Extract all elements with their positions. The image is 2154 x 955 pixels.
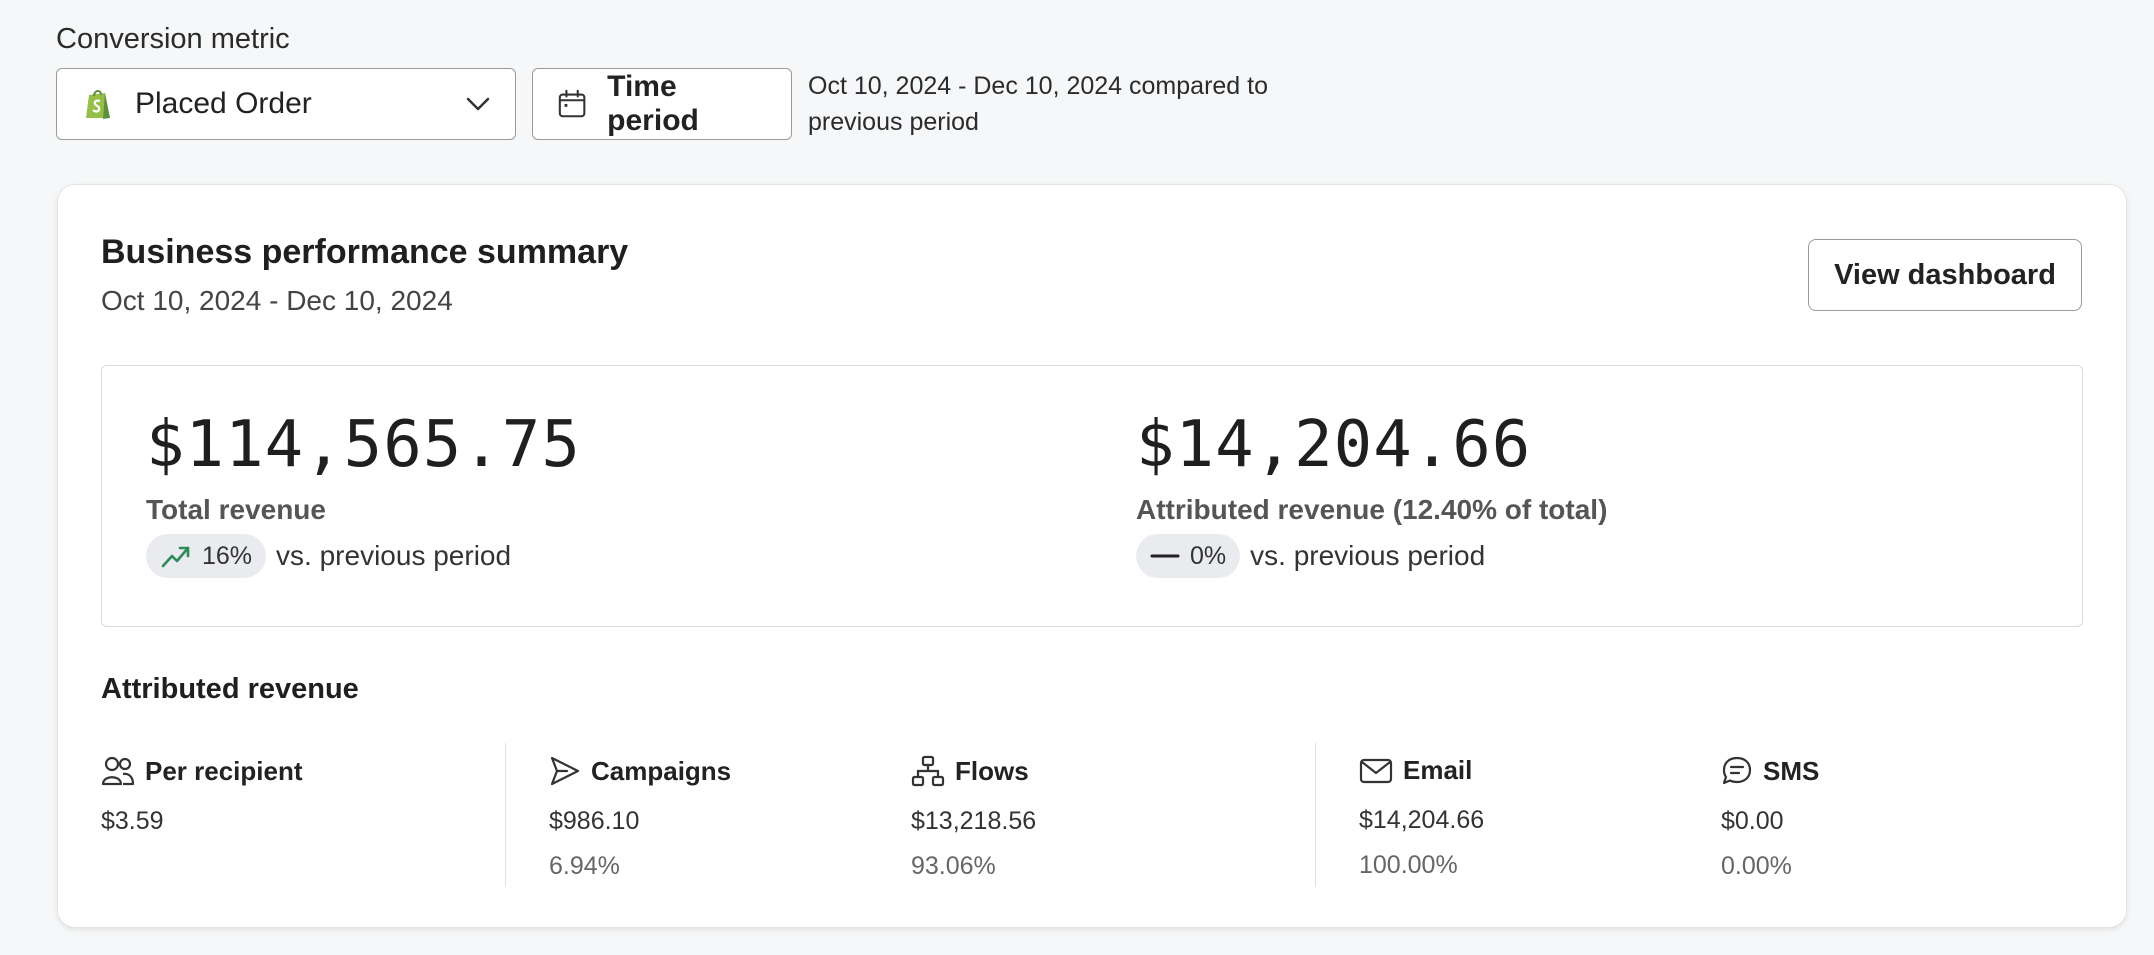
stat-value: $3.59 (101, 807, 164, 835)
stat-sms: SMS $0.00 0.00% (1721, 755, 1819, 881)
card-date-range: Oct 10, 2024 - Dec 10, 2024 (101, 285, 453, 316)
stat-label: Flows (955, 755, 1029, 786)
stat-percent: 100.00% (1359, 851, 1458, 879)
delta-value: 0% (1190, 541, 1227, 570)
stat-percent: 6.94% (549, 852, 620, 880)
conversion-metric-label: Conversion metric (56, 23, 290, 55)
people-icon (101, 756, 135, 786)
stat-flows: Flows $13,218.56 93.06% (911, 755, 1036, 881)
stat-label: Per recipient (145, 755, 303, 786)
time-period-button[interactable]: Time period (532, 68, 792, 140)
attributed-revenue-delta: 0% vs. previous period (1136, 534, 1607, 578)
attributed-revenue-value: $14,204.66 (1136, 408, 1532, 482)
sms-icon (1722, 756, 1752, 785)
stat-email: Email $14,204.66 100.00% (1359, 755, 1484, 880)
selected-metric: Placed Order (135, 87, 312, 120)
divider (505, 743, 506, 887)
vs-previous-text: vs. previous period (276, 540, 512, 571)
shopify-icon (86, 90, 110, 119)
mail-icon (1359, 758, 1393, 783)
delta-badge: 16% (146, 534, 267, 578)
stat-campaigns: Campaigns $986.10 6.94% (549, 755, 731, 881)
total-revenue-label: Total revenue (146, 494, 326, 525)
business-performance-card: Business performance summary Oct 10, 202… (57, 184, 2127, 928)
vs-previous-text: vs. previous period (1250, 540, 1486, 571)
attributed-revenue-kpi: $14,204.66 Attributed revenue (12.40% of… (1136, 408, 1607, 578)
divider (1315, 743, 1316, 887)
stat-percent: 93.06% (911, 852, 996, 880)
delta-badge: 0% (1136, 534, 1241, 578)
stat-label: Campaigns (591, 755, 732, 786)
conversion-metric-section: Conversion metric Placed Order Time pe (56, 22, 1328, 140)
card-title: Business performance summary (101, 233, 629, 271)
attributed-revenue-label: Attributed revenue (12.40% of total) (1136, 494, 1608, 525)
view-dashboard-button[interactable]: View dashboard (1808, 239, 2082, 311)
chevron-down-icon (466, 97, 490, 111)
kpi-box: $114,565.75 Total revenue 16% vs. previo… (101, 365, 2083, 627)
stat-percent: 0.00% (1721, 852, 1792, 880)
flow-icon (911, 755, 945, 787)
trend-up-icon (161, 546, 190, 568)
time-period-label: Time period (607, 70, 699, 137)
stat-value: $13,218.56 (911, 807, 1037, 835)
period-comparison-text: Oct 10, 2024 - Dec 10, 2024 compared to … (808, 72, 1268, 136)
stat-value: $14,204.66 (1359, 806, 1485, 834)
delta-value: 16% (202, 541, 253, 570)
total-revenue-kpi: $114,565.75 Total revenue 16% vs. previo… (146, 408, 581, 578)
send-icon (550, 756, 580, 786)
stat-value: $0.00 (1721, 807, 1784, 835)
stat-label: Email (1403, 755, 1473, 785)
metric-controls: Placed Order Time period Oct 10, 2024 - … (56, 68, 1328, 140)
calendar-icon (558, 89, 586, 118)
total-revenue-delta: 16% vs. previous period (146, 534, 581, 578)
conversion-metric-select[interactable]: Placed Order (56, 68, 516, 140)
attributed-revenue-title: Attributed revenue (101, 673, 359, 705)
total-revenue-value: $114,565.75 (146, 408, 581, 482)
stat-value: $986.10 (549, 807, 640, 835)
stat-label: SMS (1763, 755, 1820, 786)
stat-per-recipient: Per recipient $3.59 (101, 755, 303, 836)
dash-icon (1150, 554, 1180, 558)
